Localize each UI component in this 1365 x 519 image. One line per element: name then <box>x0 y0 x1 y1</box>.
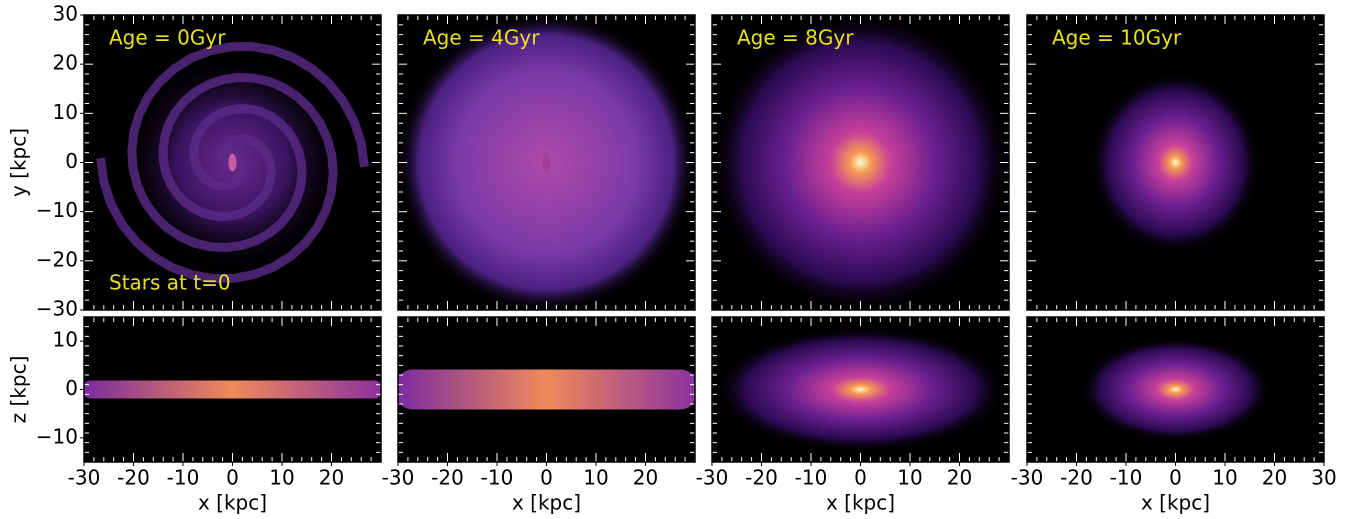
density-map <box>397 13 697 313</box>
figure: −30 −20 −10 0 10 20 30 Age = 0Gyr Stars at t=0 y … <box>0 0 1365 519</box>
panel: −10 0 10 -30 -20 -10 0 10 20 z [kpc] x [kpc] <box>7 317 383 515</box>
galaxy-edge <box>397 370 697 410</box>
density-map <box>711 13 1011 313</box>
x-tick-label: 30 <box>1311 466 1336 490</box>
x-tick-label: -20 <box>745 466 778 490</box>
x-tick-label: 20 <box>1262 466 1287 490</box>
x-axis-label: x [kpc] <box>1141 491 1210 515</box>
panel-title: Age = 10Gyr <box>1052 26 1182 50</box>
y-tick-label: 10 <box>53 100 78 124</box>
x-axis-label: x [kpc] <box>512 491 581 515</box>
density-map <box>83 381 383 399</box>
x-tick-label: -20 <box>431 466 464 490</box>
annotation: Stars at t=0 <box>109 271 231 295</box>
x-tick-label: 20 <box>319 466 344 490</box>
x-tick-label: 10 <box>1212 466 1237 490</box>
density-map <box>716 328 1006 452</box>
x-tick-label: 0 <box>1169 466 1182 490</box>
y-tick-label: −10 <box>36 424 78 448</box>
galaxy <box>1091 73 1261 253</box>
x-tick-label: -10 <box>795 466 828 490</box>
density-map <box>1081 338 1271 442</box>
y-tick-label: 0 <box>65 149 78 173</box>
panel-title: Age = 4Gyr <box>423 26 540 50</box>
x-tick-label: 10 <box>269 466 294 490</box>
x-tick-label: 10 <box>583 466 608 490</box>
x-tick-label: -10 <box>167 466 200 490</box>
x-tick-label: -30 <box>696 466 729 490</box>
galaxy-core <box>229 154 237 172</box>
x-tick-label: -20 <box>1060 466 1093 490</box>
galaxy-edge <box>716 328 1006 452</box>
x-tick-label: 0 <box>226 466 239 490</box>
galaxy <box>711 13 1011 313</box>
y-tick-label: 30 <box>53 2 78 26</box>
y-tick-label: 10 <box>53 328 78 352</box>
x-tick-label: 0 <box>540 466 553 490</box>
x-tick-label: -30 <box>68 466 101 490</box>
x-tick-label: 20 <box>947 466 972 490</box>
panel: -30 -20 -10 0 10 20 30 x [kpc] <box>1011 317 1337 515</box>
x-tick-label: -10 <box>481 466 514 490</box>
panel-title: Age = 0Gyr <box>109 26 226 50</box>
x-tick-label: -30 <box>1011 466 1044 490</box>
x-tick-label: 20 <box>633 466 658 490</box>
x-tick-label: -20 <box>117 466 150 490</box>
panel: -30 -20 -10 0 10 20 x [kpc] <box>696 317 1009 515</box>
panel: -30 -20 -10 0 10 20 x [kpc] <box>382 317 697 515</box>
y-axis-label: y [kpc] <box>7 128 31 197</box>
density-map <box>397 370 697 410</box>
panel-title: Age = 8Gyr <box>737 26 854 50</box>
galaxy-edge <box>83 381 383 399</box>
y-tick-label: 0 <box>65 376 78 400</box>
panel: Age = 10Gyr <box>1027 15 1324 310</box>
x-axis-label: x [kpc] <box>826 491 895 515</box>
y-tick-label: −20 <box>36 247 78 271</box>
x-tick-label: 10 <box>897 466 922 490</box>
panel: Age = 4Gyr <box>397 13 697 313</box>
x-tick-label: -10 <box>1110 466 1143 490</box>
density-map <box>1091 73 1261 253</box>
x-axis-label: x [kpc] <box>198 491 267 515</box>
panel: Age = 8Gyr <box>711 13 1011 313</box>
y-tick-label: −10 <box>36 198 78 222</box>
y-tick-label: −30 <box>36 297 78 321</box>
x-tick-label: -30 <box>382 466 415 490</box>
y-axis-label: z [kpc] <box>7 356 31 424</box>
y-tick-label: 20 <box>53 51 78 75</box>
galaxy-core <box>543 153 551 173</box>
galaxy-edge <box>1081 338 1271 442</box>
x-tick-label: 0 <box>854 466 867 490</box>
panel: −30 −20 −10 0 10 20 30 Age = 0Gyr Stars at t=0 y … <box>7 2 382 321</box>
